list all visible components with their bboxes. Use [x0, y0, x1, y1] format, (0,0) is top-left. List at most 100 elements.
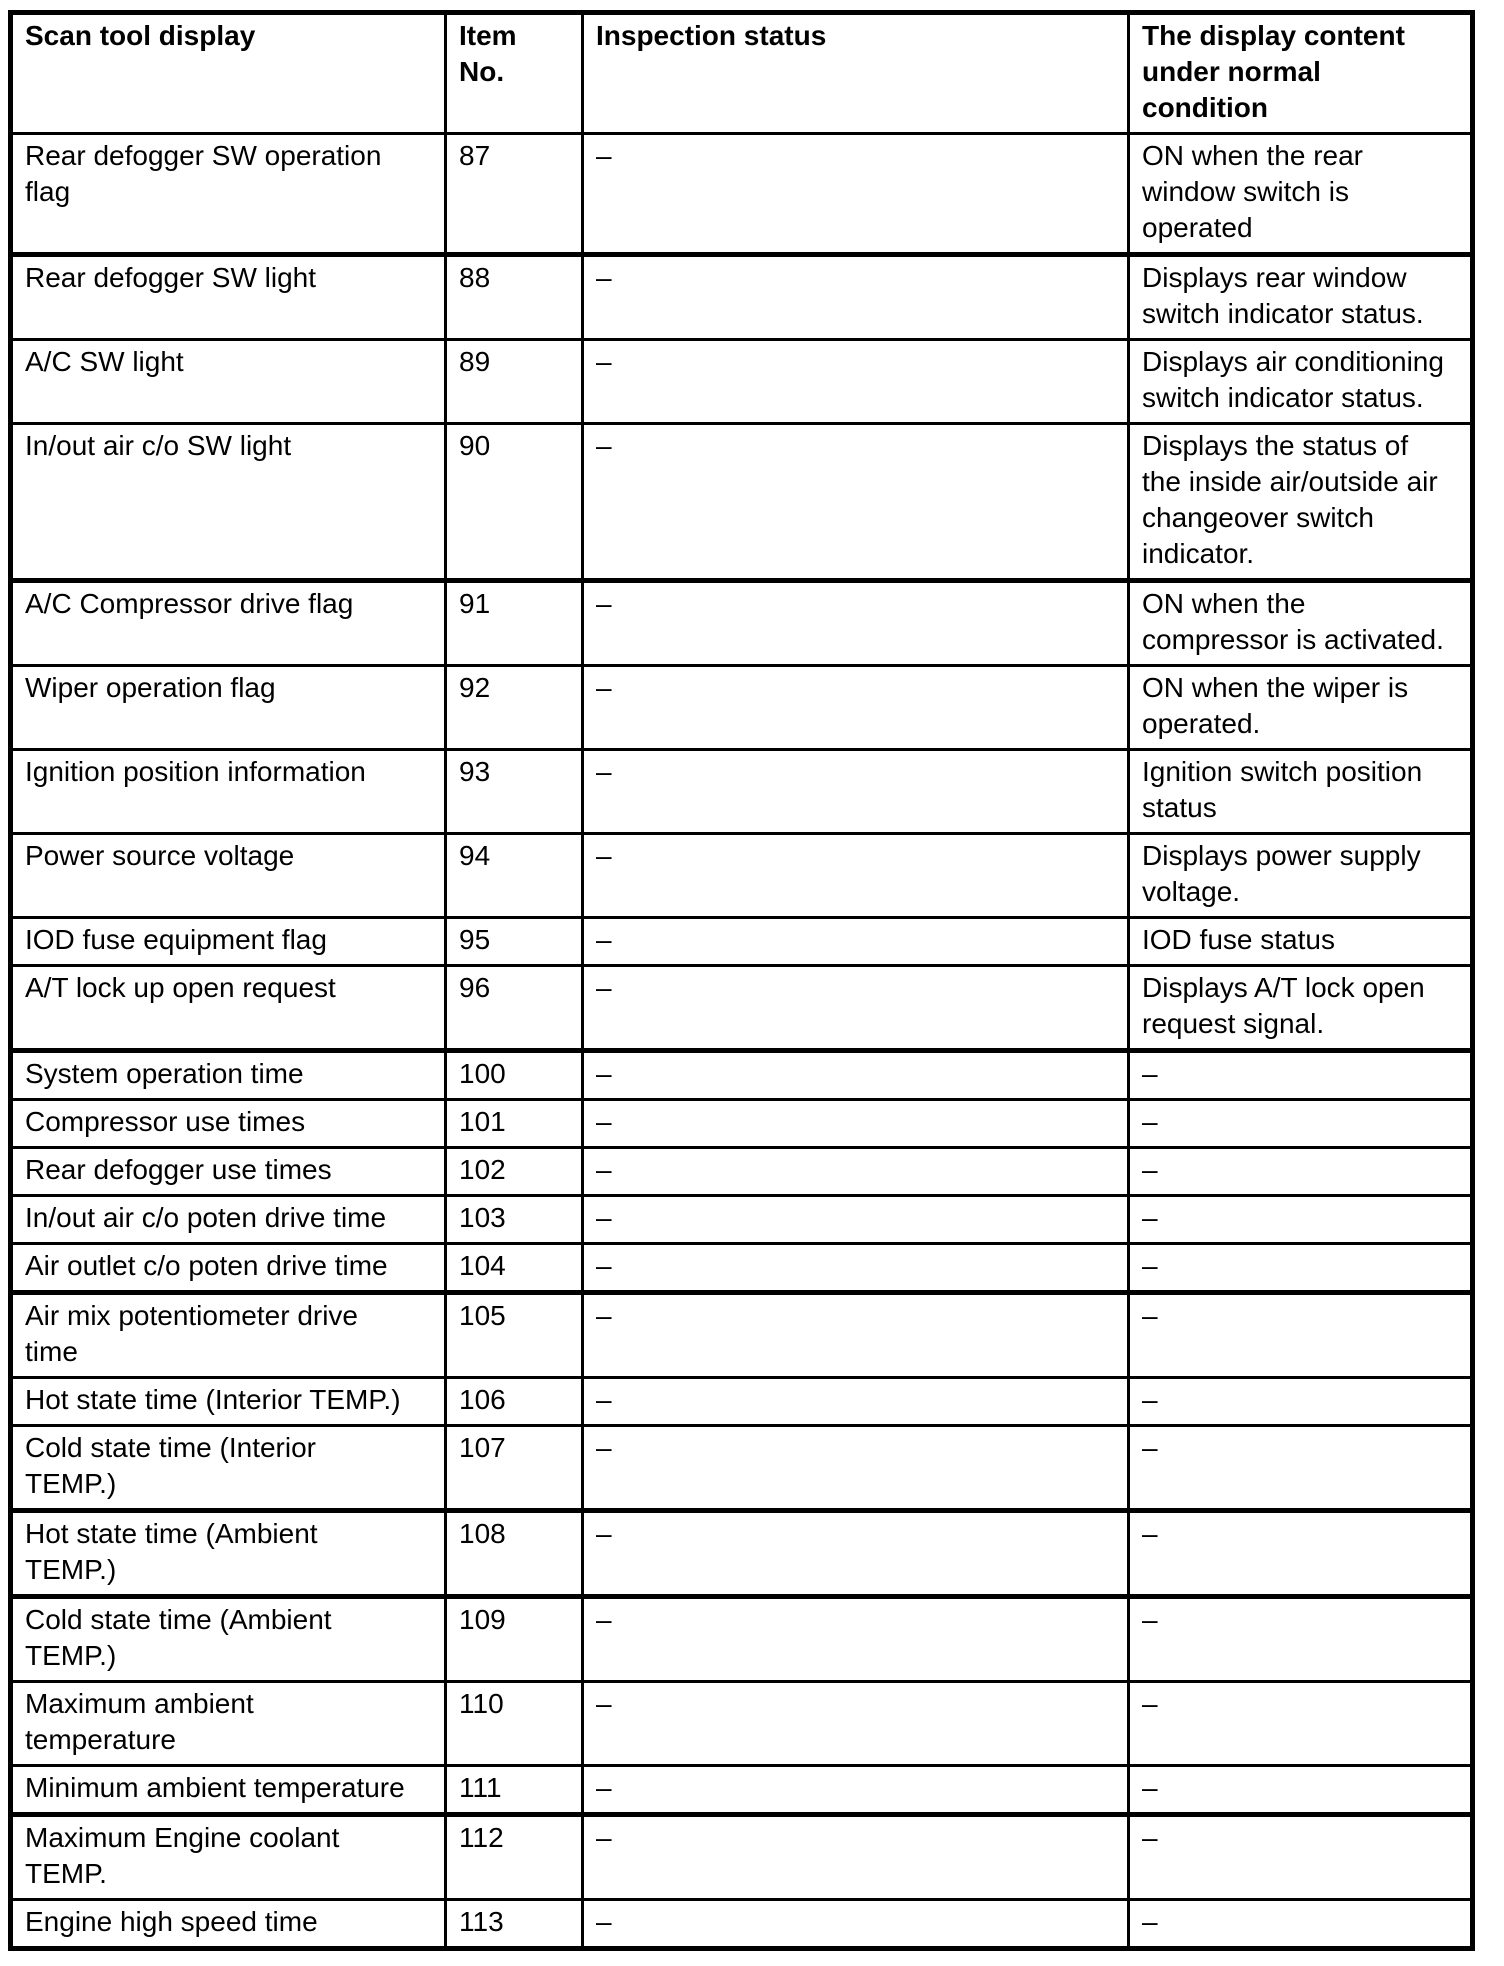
display-content-cell: ON when the wiper is operated. — [1127, 664, 1474, 751]
scan-tool-display-cell: A/C Compressor drive flag — [9, 578, 447, 667]
scan-tool-display-cell: Maximum ambient temperature — [9, 1680, 447, 1767]
inspection-status-cell: – — [581, 1764, 1130, 1816]
table-row: Air mix potentiometer drive time 105 – – — [9, 1290, 1474, 1379]
table-row: Minimum ambient temperature 111 – – — [9, 1764, 1474, 1816]
inspection-status-cell: – — [581, 338, 1130, 425]
scan-tool-display-cell: Hot state time (Ambient TEMP.) — [9, 1508, 447, 1598]
item-no-cell: 104 — [444, 1242, 584, 1294]
table-row: Hot state time (Interior TEMP.) 106 – – — [9, 1376, 1474, 1427]
inspection-status-cell: – — [581, 1194, 1130, 1245]
display-content-cell: – — [1127, 1812, 1474, 1901]
table-row: System operation time 100 – – — [9, 1048, 1474, 1101]
display-content-cell: – — [1127, 1508, 1474, 1598]
display-content-cell: IOD fuse status — [1127, 916, 1474, 967]
table-row: Power source voltage 94 – Displays power… — [9, 832, 1474, 919]
scan-tool-display-cell: Rear defogger SW light — [9, 252, 447, 341]
table-row: Cold state time (Ambient TEMP.) 109 – – — [9, 1594, 1474, 1683]
inspection-status-cell: – — [581, 1424, 1130, 1512]
inspection-status-cell: – — [581, 1898, 1130, 1950]
table-header-row: Scan tool display Item No. Inspection st… — [9, 11, 1474, 135]
item-no-cell: 110 — [444, 1680, 584, 1767]
inspection-status-cell: – — [581, 916, 1130, 967]
table-row: Maximum ambient temperature 110 – – — [9, 1680, 1474, 1767]
table-row: Rear defogger SW operation flag 87 – ON … — [9, 132, 1474, 256]
display-content-cell: – — [1127, 1048, 1474, 1101]
scan-tool-display-cell: In/out air c/o poten drive time — [9, 1194, 447, 1245]
scan-tool-display-cell: Cold state time (Interior TEMP.) — [9, 1424, 447, 1512]
table-row: Engine high speed time 113 – – — [9, 1898, 1474, 1950]
item-no-cell: 88 — [444, 252, 584, 341]
item-no-cell: 108 — [444, 1508, 584, 1598]
scan-tool-display-cell: System operation time — [9, 1048, 447, 1101]
display-content-cell: – — [1127, 1146, 1474, 1197]
item-no-cell: 113 — [444, 1898, 584, 1950]
item-no-cell: 93 — [444, 748, 584, 835]
display-content-cell: Displays rear window switch indicator st… — [1127, 252, 1474, 341]
item-no-cell: 90 — [444, 422, 584, 582]
table-body: Rear defogger SW operation flag 87 – ON … — [9, 132, 1474, 1950]
inspection-status-cell: – — [581, 1376, 1130, 1427]
item-no-cell: 95 — [444, 916, 584, 967]
inspection-status-cell: – — [581, 252, 1130, 341]
item-no-cell: 96 — [444, 964, 584, 1052]
scan-tool-display-cell: A/C SW light — [9, 338, 447, 425]
item-no-cell: 106 — [444, 1376, 584, 1427]
inspection-status-cell: – — [581, 832, 1130, 919]
display-content-cell: – — [1127, 1594, 1474, 1683]
item-no-cell: 101 — [444, 1098, 584, 1149]
display-content-cell: Displays the status of the inside air/ou… — [1127, 422, 1474, 582]
item-no-cell: 92 — [444, 664, 584, 751]
item-no-cell: 102 — [444, 1146, 584, 1197]
display-content-cell: Displays air conditioning switch indicat… — [1127, 338, 1474, 425]
display-content-cell: – — [1127, 1376, 1474, 1427]
scan-tool-display-cell: A/T lock up open request — [9, 964, 447, 1052]
scan-tool-display-cell: Hot state time (Interior TEMP.) — [9, 1376, 447, 1427]
table-row: Maximum Engine coolant TEMP. 112 – – — [9, 1812, 1474, 1901]
table-row: A/T lock up open request 96 – Displays A… — [9, 964, 1474, 1052]
inspection-status-cell: – — [581, 964, 1130, 1052]
scan-tool-display-cell: Air outlet c/o poten drive time — [9, 1242, 447, 1294]
scan-tool-display-cell: In/out air c/o SW light — [9, 422, 447, 582]
scan-tool-display-cell: Power source voltage — [9, 832, 447, 919]
inspection-status-cell: – — [581, 1594, 1130, 1683]
display-content-cell: ON when the rear window switch is operat… — [1127, 132, 1474, 256]
item-no-cell: 94 — [444, 832, 584, 919]
inspection-status-cell: – — [581, 1048, 1130, 1101]
inspection-status-cell: – — [581, 1812, 1130, 1901]
inspection-status-cell: – — [581, 1290, 1130, 1379]
scan-tool-display-cell: Ignition position information — [9, 748, 447, 835]
inspection-status-cell: – — [581, 1146, 1130, 1197]
scan-tool-display-cell: Rear defogger SW operation flag — [9, 132, 447, 256]
table-row: Ignition position information 93 – Ignit… — [9, 748, 1474, 835]
table-row: Rear defogger use times 102 – – — [9, 1146, 1474, 1197]
inspection-status-cell: – — [581, 1098, 1130, 1149]
inspection-status-cell: – — [581, 578, 1130, 667]
display-content-cell: ON when the compressor is activated. — [1127, 578, 1474, 667]
inspection-status-cell: – — [581, 748, 1130, 835]
display-content-cell: Displays A/T lock open request signal. — [1127, 964, 1474, 1052]
item-no-cell: 107 — [444, 1424, 584, 1512]
table-row: Cold state time (Interior TEMP.) 107 – – — [9, 1424, 1474, 1512]
header-inspection-status: Inspection status — [581, 11, 1130, 135]
table-row: A/C Compressor drive flag 91 – ON when t… — [9, 578, 1474, 667]
display-content-cell: – — [1127, 1098, 1474, 1149]
scan-tool-display-cell: Engine high speed time — [9, 1898, 447, 1950]
scan-tool-data-table: Scan tool display Item No. Inspection st… — [8, 10, 1475, 1951]
table-row: Compressor use times 101 – – — [9, 1098, 1474, 1149]
item-no-cell: 109 — [444, 1594, 584, 1683]
item-no-cell: 87 — [444, 132, 584, 256]
scan-tool-display-cell: Air mix potentiometer drive time — [9, 1290, 447, 1379]
item-no-cell: 112 — [444, 1812, 584, 1901]
table-row: Hot state time (Ambient TEMP.) 108 – – — [9, 1508, 1474, 1598]
scan-tool-display-cell: IOD fuse equipment flag — [9, 916, 447, 967]
item-no-cell: 91 — [444, 578, 584, 667]
inspection-status-cell: – — [581, 132, 1130, 256]
display-content-cell: Displays power supply voltage. — [1127, 832, 1474, 919]
inspection-status-cell: – — [581, 1242, 1130, 1294]
display-content-cell: – — [1127, 1290, 1474, 1379]
item-no-cell: 111 — [444, 1764, 584, 1816]
scan-tool-display-cell: Minimum ambient temperature — [9, 1764, 447, 1816]
item-no-cell: 89 — [444, 338, 584, 425]
display-content-cell: – — [1127, 1242, 1474, 1294]
